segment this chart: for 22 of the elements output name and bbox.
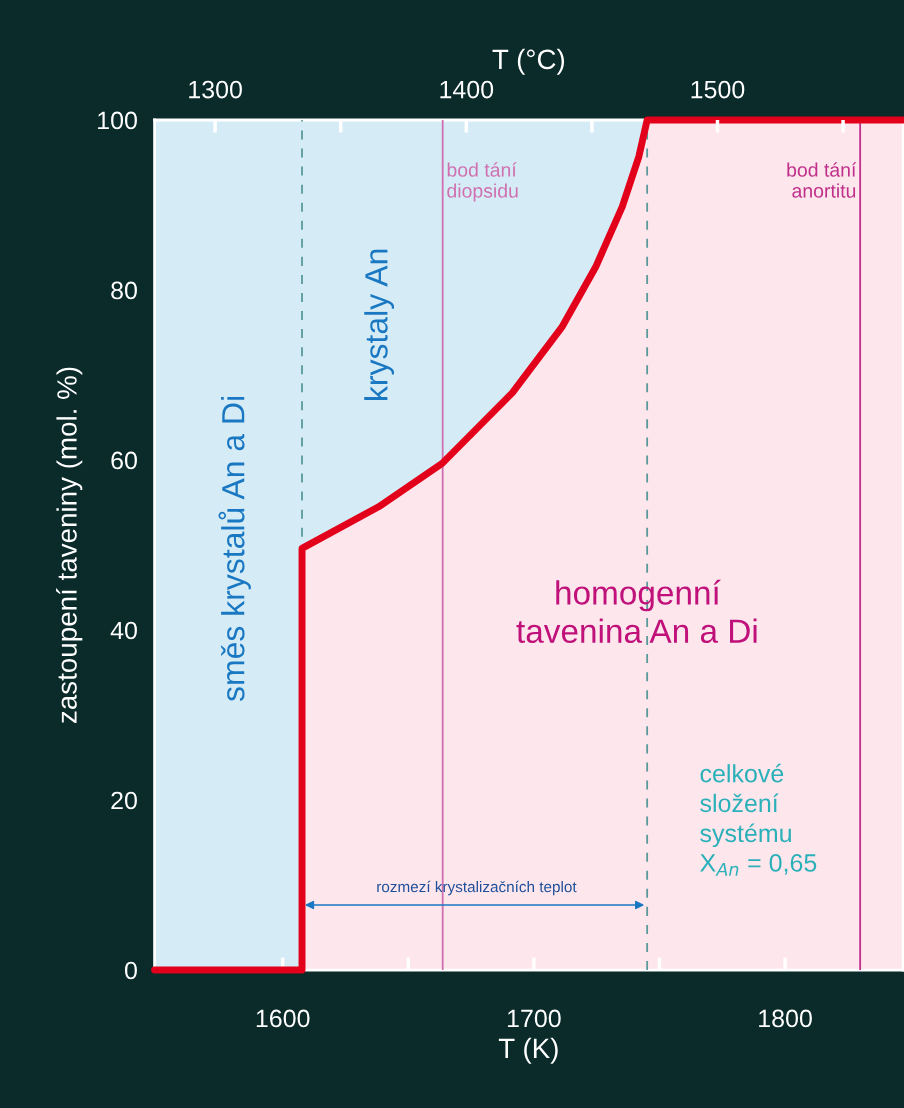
y-tick-label: 60 — [111, 451, 137, 470]
x-tick-label: 1700 — [507, 1009, 561, 1028]
ref-line-label: bod tání diopsidu — [447, 162, 518, 202]
x2-tick-label: 1500 — [691, 80, 745, 99]
annotation: krystaly An — [364, 249, 395, 400]
annotation: směs krystalů An a Di — [218, 397, 251, 702]
x-tick-label: 1600 — [256, 1009, 310, 1028]
y-tick-label: 100 — [98, 111, 137, 130]
y-tick-label: 80 — [111, 281, 137, 300]
x2-tick-label: 1400 — [440, 80, 494, 99]
x-tick-label: 1800 — [759, 1009, 812, 1028]
y-tick-label: 40 — [110, 621, 137, 640]
x2-tick-label: 1300 — [189, 80, 242, 99]
ref-line-label: bod tání anortitu — [787, 162, 857, 198]
y-axis-title: zastoupení taveniny (mol. %) — [56, 367, 83, 723]
x2-axis-title: T (°C) — [492, 48, 565, 75]
annotation: celkové složení systému X$_{An}$ = 0,65 — [700, 763, 817, 876]
y-tick-label: 0 — [124, 961, 137, 980]
y-tick-label: 20 — [111, 791, 137, 810]
x-axis-title: T (K) — [498, 1037, 558, 1064]
annotation: rozmezí krystalizačních teplot — [377, 880, 577, 896]
annotation: homogenní tavenina An a Di — [516, 579, 757, 644]
